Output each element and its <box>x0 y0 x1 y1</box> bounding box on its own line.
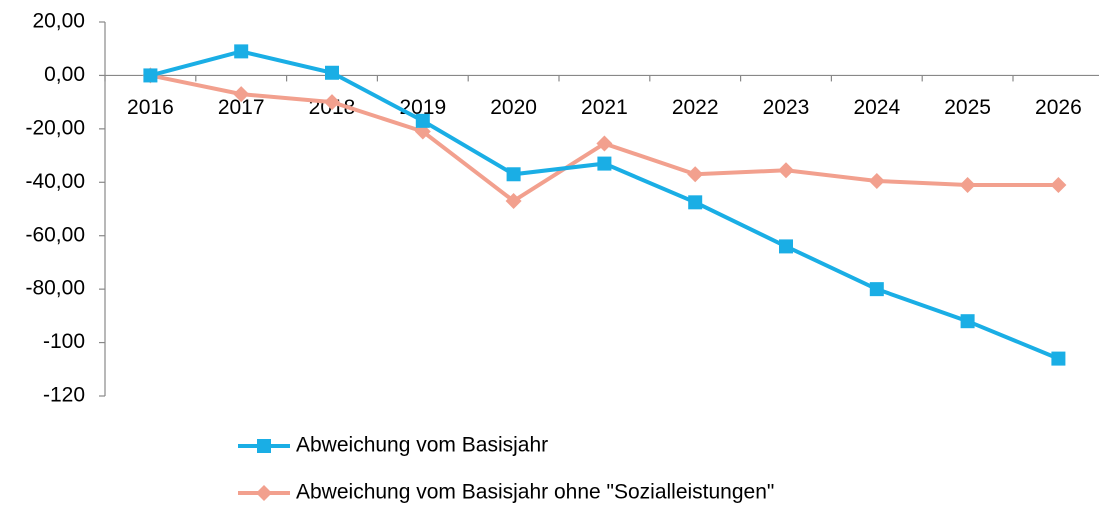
marker <box>960 314 975 329</box>
x-tick-label: 2022 <box>672 96 719 119</box>
x-tick-label: 2017 <box>218 96 265 119</box>
y-tick-label: -60,00 <box>25 223 85 246</box>
marker <box>597 156 612 171</box>
y-tick-label: -80,00 <box>25 277 85 300</box>
marker <box>779 239 793 254</box>
y-tick-label: -40,00 <box>25 170 85 193</box>
marker <box>234 44 249 59</box>
marker <box>687 166 704 183</box>
x-tick-label: 2025 <box>944 96 991 119</box>
marker <box>325 65 339 80</box>
marker <box>506 167 521 182</box>
x-tick-label: 2016 <box>127 96 174 119</box>
marker <box>1050 176 1067 193</box>
y-tick-label: 20,00 <box>32 10 85 33</box>
marker <box>688 195 703 210</box>
marker <box>415 113 430 128</box>
marker <box>143 68 158 83</box>
y-tick-label: -120 <box>43 384 85 407</box>
x-tick-label: 2021 <box>581 96 628 119</box>
x-tick-label: 2026 <box>1035 96 1082 119</box>
marker <box>869 282 884 297</box>
marker <box>596 135 613 152</box>
y-tick-label: 0,00 <box>44 63 85 86</box>
marker <box>256 485 272 501</box>
marker <box>505 192 522 209</box>
marker <box>324 94 340 111</box>
legend-label: Abweichung vom Basisjahr ohne "Soziallei… <box>296 481 774 504</box>
y-tick-label: -100 <box>43 330 85 353</box>
marker <box>868 172 885 189</box>
marker <box>778 162 794 179</box>
x-tick-label: 2020 <box>490 96 537 119</box>
marker <box>1051 351 1066 366</box>
x-tick-label: 2023 <box>763 96 810 119</box>
x-tick-label: 2024 <box>853 96 900 119</box>
marker <box>233 86 250 103</box>
y-tick-label: -20,00 <box>25 116 85 139</box>
marker <box>257 439 271 453</box>
legend-label: Abweichung vom Basisjahr <box>296 434 548 457</box>
marker <box>959 176 976 193</box>
